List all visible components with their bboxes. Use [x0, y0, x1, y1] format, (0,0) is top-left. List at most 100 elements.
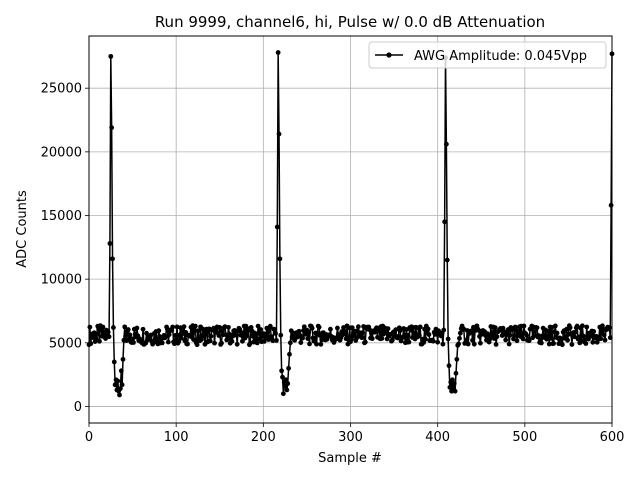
data-point: [567, 325, 573, 331]
data-point: [335, 325, 340, 331]
data-point: [411, 330, 417, 336]
data-point: [440, 341, 446, 347]
data-point: [451, 381, 457, 386]
data-point: [452, 388, 458, 394]
data-point: [120, 356, 126, 362]
data-point: [159, 340, 165, 346]
data-point: [203, 331, 209, 337]
data-point: [107, 241, 113, 246]
data-point: [87, 324, 93, 330]
grid: [88, 36, 613, 423]
legend-box: [368, 41, 607, 69]
data-point: [450, 377, 455, 383]
data-point: [279, 368, 285, 374]
data-point: [534, 325, 540, 331]
data-point: [608, 202, 614, 208]
data-point: [328, 326, 333, 332]
data-point: [140, 326, 146, 332]
data-point: [267, 323, 273, 329]
x-tick-label: 500: [512, 430, 537, 445]
data-point: [265, 330, 271, 335]
data-point: [287, 340, 293, 346]
data-point: [538, 340, 544, 346]
data-point: [270, 338, 276, 344]
data-point: [207, 338, 213, 344]
data-point: [185, 341, 190, 347]
data-point: [464, 337, 469, 343]
data-point: [301, 324, 307, 330]
data-point: [526, 338, 532, 344]
data-point: [514, 338, 520, 344]
data-point: [112, 382, 118, 388]
data-point: [199, 334, 205, 339]
data-point: [244, 333, 250, 339]
data-point: [548, 335, 554, 341]
data-point: [275, 50, 281, 55]
data-point: [305, 336, 311, 341]
data-point: [369, 336, 375, 341]
data-point: [273, 331, 278, 336]
y-axis-label: ADC Counts: [15, 190, 30, 268]
data-point: [583, 341, 589, 346]
data-point: [108, 53, 114, 59]
chart-title: Run 9999, channel6, hi, Pulse w/ 0.0 dB …: [155, 13, 545, 31]
data-point: [554, 330, 560, 336]
data-point: [507, 332, 513, 338]
data-point: [500, 325, 506, 331]
data-point: [181, 324, 187, 330]
data-point: [457, 330, 463, 336]
data-point: [503, 337, 509, 343]
data-point: [546, 341, 552, 347]
data-point: [423, 336, 428, 342]
data-point: [362, 339, 368, 345]
data-point: [219, 340, 224, 346]
data-point: [216, 333, 222, 338]
data-point: [272, 327, 278, 332]
data-point: [492, 325, 498, 331]
data-point: [545, 328, 551, 334]
series-markers: [86, 50, 615, 398]
data-point: [405, 332, 411, 338]
plot-frame: [88, 35, 613, 424]
data-point: [569, 342, 575, 347]
data-point: [506, 341, 512, 347]
data-point: [430, 338, 436, 344]
data-point: [106, 334, 112, 340]
data-point: [416, 333, 422, 339]
data-point: [580, 333, 586, 339]
data-point: [565, 337, 570, 343]
data-point: [456, 341, 461, 347]
data-point: [442, 219, 448, 225]
data-point: [349, 325, 355, 331]
x-tick-label: 600: [600, 430, 625, 445]
data-point: [280, 391, 286, 397]
data-point: [284, 387, 290, 393]
data-point: [601, 332, 607, 338]
data-point: [521, 323, 527, 329]
data-point: [598, 336, 604, 342]
data-point: [426, 332, 432, 337]
y-tick-label: 20000: [41, 145, 82, 160]
data-point: [584, 324, 590, 330]
x-axis-label: Sample #: [318, 451, 382, 466]
data-point: [217, 325, 223, 330]
data-point: [453, 370, 459, 376]
data-point: [360, 330, 366, 336]
x-tick-label: 100: [164, 430, 189, 445]
data-point: [93, 336, 99, 341]
data-point: [194, 342, 200, 348]
data-point: [435, 339, 441, 345]
data-point: [176, 339, 182, 344]
data-point: [355, 324, 361, 330]
data-point: [274, 224, 280, 230]
data-point: [606, 325, 612, 330]
y-tick-label: 10000: [41, 273, 82, 288]
data-point: [239, 330, 244, 336]
data-point: [226, 324, 231, 330]
data-point: [445, 336, 451, 342]
data-point: [446, 363, 452, 369]
data-point: [277, 256, 283, 262]
data-point: [457, 335, 462, 341]
data-point: [477, 340, 483, 346]
